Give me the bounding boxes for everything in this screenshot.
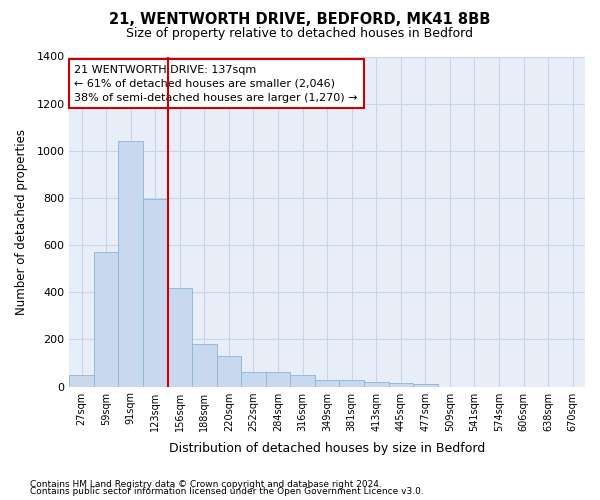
Bar xyxy=(70,376,94,386)
Text: Size of property relative to detached houses in Bedford: Size of property relative to detached ho… xyxy=(127,28,473,40)
Bar xyxy=(389,384,413,386)
Text: Contains HM Land Registry data © Crown copyright and database right 2024.: Contains HM Land Registry data © Crown c… xyxy=(30,480,382,489)
Bar xyxy=(143,199,167,386)
Bar xyxy=(290,376,315,386)
Bar xyxy=(167,288,192,386)
Bar xyxy=(315,380,340,386)
Bar xyxy=(94,252,118,386)
Y-axis label: Number of detached properties: Number of detached properties xyxy=(15,128,28,314)
Bar xyxy=(192,344,217,387)
X-axis label: Distribution of detached houses by size in Bedford: Distribution of detached houses by size … xyxy=(169,442,485,455)
Bar xyxy=(241,372,266,386)
Text: 21 WENTWORTH DRIVE: 137sqm
← 61% of detached houses are smaller (2,046)
38% of s: 21 WENTWORTH DRIVE: 137sqm ← 61% of deta… xyxy=(74,65,358,103)
Bar xyxy=(217,356,241,386)
Bar xyxy=(364,382,389,386)
Bar xyxy=(118,142,143,386)
Bar xyxy=(413,384,437,386)
Text: 21, WENTWORTH DRIVE, BEDFORD, MK41 8BB: 21, WENTWORTH DRIVE, BEDFORD, MK41 8BB xyxy=(109,12,491,28)
Text: Contains public sector information licensed under the Open Government Licence v3: Contains public sector information licen… xyxy=(30,487,424,496)
Bar xyxy=(340,380,364,386)
Bar xyxy=(266,372,290,386)
